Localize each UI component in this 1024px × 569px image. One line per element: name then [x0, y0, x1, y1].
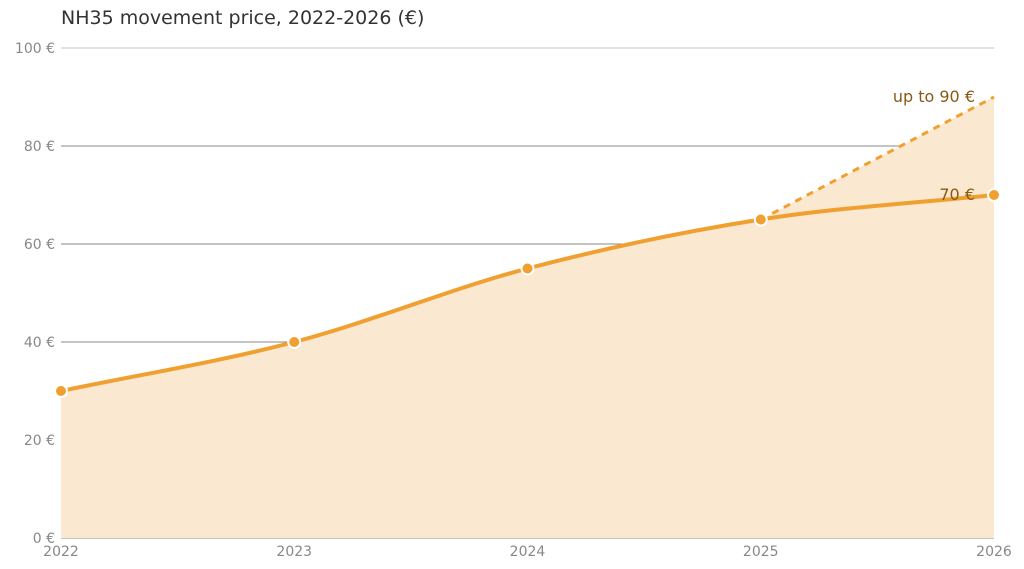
x-tick-label: 2026: [976, 544, 1012, 560]
data-point-2022: [54, 384, 68, 398]
y-tick-labels: 0 € 20 € 40 € 60 € 80 € 100 €: [15, 41, 55, 547]
annotation-label: up to 90 €: [893, 87, 975, 106]
x-tick-label: 2025: [743, 544, 779, 560]
y-tick-label: 0 €: [33, 531, 55, 547]
y-tick-label: 80 €: [24, 139, 55, 155]
annotation-label: 70 €: [939, 185, 975, 204]
x-tick-labels: 2022 2023 2024 2025 2026: [43, 544, 1012, 560]
data-point-2025: [753, 212, 768, 227]
series-line-projection: [760, 95, 995, 221]
chart-title: NH35 movement price, 2022-2026 (€): [61, 7, 425, 29]
y-tick-label: 60 €: [24, 237, 55, 253]
data-point-2024: [520, 261, 535, 276]
y-tick-label: 20 €: [24, 433, 55, 449]
data-point-2023: [287, 335, 302, 349]
x-tick-label: 2023: [276, 544, 312, 560]
area-under-curve: [61, 195, 994, 538]
y-tick-label: 40 €: [24, 335, 55, 351]
data-point-2026: [987, 188, 1001, 202]
area-fill: [61, 97, 994, 538]
annotations: up to 90 € 70 €: [893, 87, 975, 204]
y-tick-label: 100 €: [15, 41, 55, 57]
x-tick-label: 2024: [510, 544, 546, 560]
x-tick-label: 2022: [43, 544, 79, 560]
data-points: [54, 188, 1001, 398]
